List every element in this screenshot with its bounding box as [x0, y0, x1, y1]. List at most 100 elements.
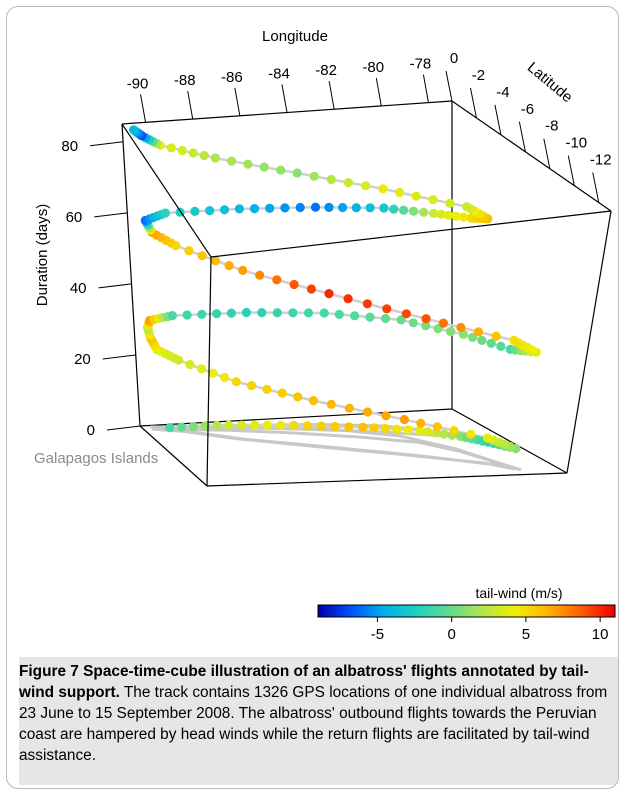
- track-point: [380, 313, 391, 324]
- latitude-tick-label: -10: [565, 135, 587, 152]
- track-point: [241, 307, 251, 318]
- track-point: [199, 150, 209, 161]
- duration-tick: [89, 141, 124, 147]
- colorbar-label: tail-wind (m/s): [475, 585, 562, 601]
- track-point: [224, 420, 234, 430]
- longitude-tick: [375, 77, 382, 107]
- track-point: [185, 359, 195, 370]
- track-point: [415, 425, 425, 436]
- track-point: [459, 212, 469, 222]
- longitude-tick: [422, 74, 429, 103]
- track-point: [160, 208, 170, 218]
- space-time-cube-chart: -90 -88 -86 -84 -82 -80 -78 0 -2 -4 -6 -8 -10-12 0 20 4…: [34, 28, 616, 643]
- track-point: [444, 210, 454, 220]
- track-point: [182, 310, 192, 320]
- track-point: [208, 368, 218, 378]
- track-point: [220, 372, 230, 383]
- latitude-tick: [445, 70, 453, 102]
- latitude-tick: [592, 172, 600, 203]
- ground-track-line: [150, 423, 522, 471]
- track-point: [380, 423, 390, 434]
- cube-edge: [121, 123, 212, 258]
- latitude-tick: [543, 138, 551, 169]
- latitude-tick: [469, 87, 477, 119]
- track-point: [226, 308, 236, 318]
- track-point: [343, 178, 353, 188]
- track-point: [438, 318, 448, 328]
- track-point: [129, 125, 139, 135]
- longitude-tick-label: -86: [221, 69, 243, 86]
- track-point: [365, 203, 375, 213]
- track-point: [177, 422, 187, 432]
- track-point: [419, 207, 429, 217]
- duration-tick: [94, 212, 128, 218]
- track-point: [237, 420, 247, 430]
- colorbar-tick-label: 0: [447, 626, 455, 643]
- track-point: [262, 384, 272, 394]
- track-point: [197, 251, 207, 261]
- track-point: [409, 206, 419, 216]
- track-point: [362, 299, 372, 309]
- track-point: [394, 187, 405, 198]
- axes: -90 -88 -86 -84 -82 -80 -78 0 -2 -4 -6 -8 -10-12 0 20 4…: [61, 50, 611, 439]
- track-point: [210, 153, 220, 163]
- track-point: [458, 329, 468, 339]
- colorbar-gradient: [317, 604, 616, 618]
- track-point: [421, 321, 431, 331]
- track-point: [250, 420, 260, 430]
- longitude-tick: [281, 84, 288, 113]
- track-point: [188, 148, 198, 158]
- caption-background: [19, 657, 618, 785]
- track-point: [421, 314, 431, 324]
- track-point: [381, 411, 391, 421]
- duration-tick-label: 40: [70, 280, 87, 297]
- track-point: [338, 202, 348, 213]
- track-point: [456, 322, 466, 333]
- track-point: [303, 308, 314, 318]
- duration-tick-label: 0: [87, 422, 95, 439]
- latitude-tick: [494, 104, 502, 135]
- track-point: [462, 202, 472, 212]
- track-point: [423, 427, 433, 437]
- longitude-tick-label: -90: [127, 75, 149, 92]
- cube-edge: [451, 100, 612, 212]
- duration-tick-label: 60: [66, 209, 83, 226]
- track-point: [272, 308, 282, 318]
- track-point: [396, 315, 406, 325]
- y-axis-label: Latitude: [524, 59, 576, 106]
- longitude-tick: [328, 81, 335, 110]
- latitude-tick: [567, 155, 575, 186]
- track-point: [302, 421, 313, 431]
- track-point: [369, 423, 379, 433]
- track-point: [344, 403, 354, 413]
- duration-tick-label: 20: [74, 351, 91, 368]
- track-point: [292, 168, 302, 178]
- caption-label: Figure 7: [19, 663, 79, 680]
- cube-edge: [451, 408, 568, 474]
- cube-edge: [206, 472, 568, 487]
- track-point: [436, 209, 446, 219]
- track-point: [295, 202, 305, 213]
- track-point: [211, 256, 221, 266]
- track-point: [280, 203, 290, 213]
- track-point: [276, 420, 286, 430]
- cube-edge: [210, 210, 612, 258]
- track-point: [486, 338, 496, 348]
- figure-caption: Figure 7 Space-time-cube illustration of…: [19, 661, 613, 766]
- track-point: [231, 377, 241, 387]
- cube-back-edges: [121, 101, 568, 487]
- ground-track: [150, 423, 522, 471]
- latitude-tick-label: -6: [521, 101, 534, 118]
- track-points: [129, 125, 541, 454]
- track-point: [227, 156, 237, 166]
- track-point: [466, 429, 476, 439]
- track-point: [276, 165, 286, 175]
- track-point: [277, 388, 287, 398]
- track-point: [293, 392, 303, 402]
- caption-title: Space-time-cube illustration of an albat…: [19, 663, 589, 701]
- track-point: [272, 275, 282, 285]
- track-point: [350, 311, 360, 321]
- longitude-tick: [140, 94, 147, 123]
- track-point: [212, 420, 222, 431]
- track-point: [234, 204, 244, 214]
